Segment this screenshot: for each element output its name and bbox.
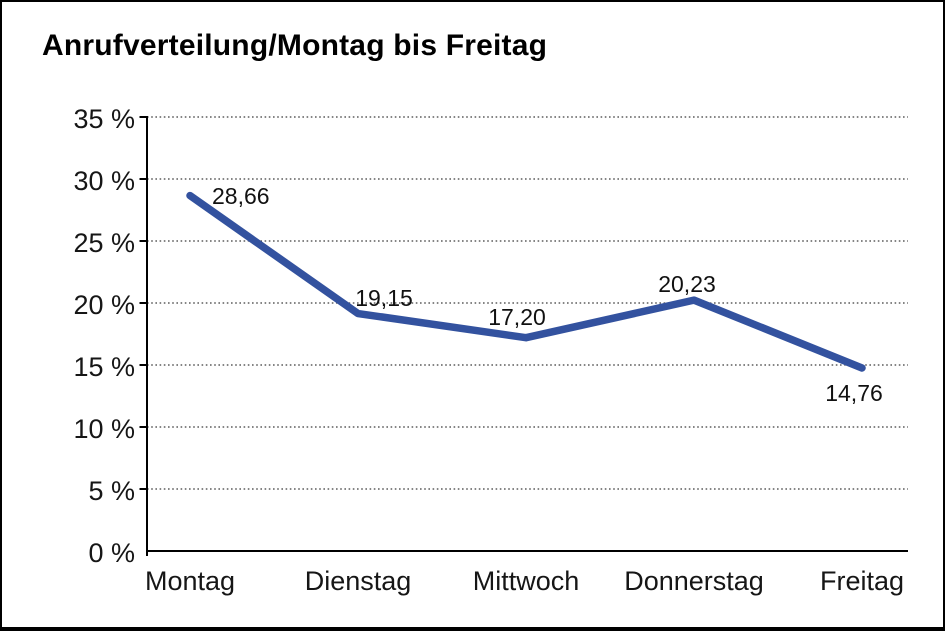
chart-title: Anrufverteilung/Montag bis Freitag [42, 29, 548, 62]
data-series-line [186, 191, 866, 372]
